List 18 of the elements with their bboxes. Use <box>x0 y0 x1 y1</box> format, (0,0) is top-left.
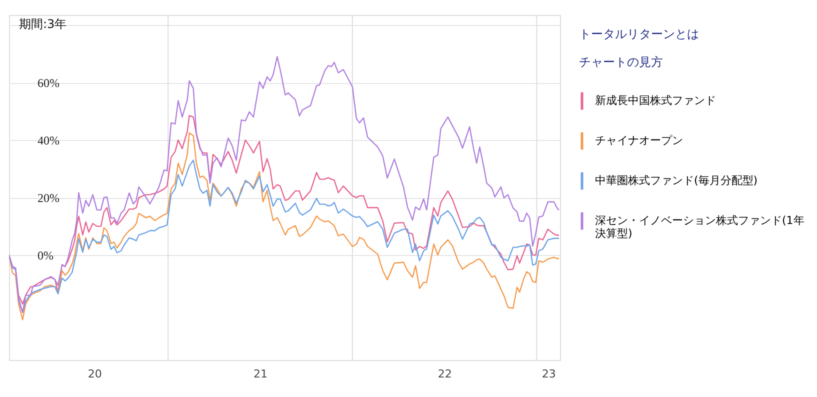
legend-label: 中華圏株式ファンド(毎月分配型) <box>595 174 758 187</box>
line-series <box>9 56 560 314</box>
x-tick-label: 22 <box>438 368 452 380</box>
x-tick-label: 20 <box>88 368 102 380</box>
x-tick-label: 23 <box>542 368 556 380</box>
line-series <box>9 160 560 314</box>
line-series <box>9 132 560 320</box>
legend-label: チャイナオープン <box>595 134 683 147</box>
legend-label: 新成長中国株式ファンド <box>595 94 716 107</box>
y-tick-label: 60% <box>38 76 60 90</box>
x-tick-label: 21 <box>254 368 268 380</box>
y-tick-label: 20% <box>38 191 60 206</box>
annotation: 期間:3年 <box>19 17 67 31</box>
y-tick-label: 40% <box>38 134 60 148</box>
text: トータルリターンとは <box>579 27 699 41</box>
legend-label: 深セン・イノベーション株式ファンド(1年決算型) <box>595 214 804 240</box>
text: チャートの見方 <box>579 55 663 69</box>
y-tick-label: 0% <box>38 248 54 263</box>
